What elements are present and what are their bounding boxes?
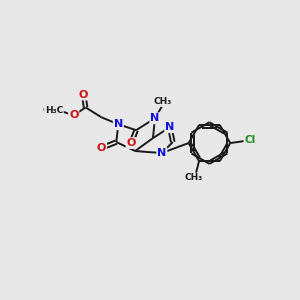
Text: N: N — [114, 119, 123, 129]
Text: O: O — [69, 110, 78, 120]
Text: O: O — [79, 89, 88, 100]
Text: N: N — [150, 113, 160, 123]
Text: CH₃: CH₃ — [185, 173, 203, 182]
Text: CH₃: CH₃ — [43, 106, 61, 115]
Text: O: O — [127, 138, 136, 148]
Text: N: N — [157, 148, 167, 158]
Text: H₃C: H₃C — [45, 106, 63, 115]
Text: N: N — [165, 122, 174, 132]
Text: CH₃: CH₃ — [154, 97, 172, 106]
Text: O: O — [97, 143, 106, 153]
Text: Cl: Cl — [244, 135, 256, 145]
